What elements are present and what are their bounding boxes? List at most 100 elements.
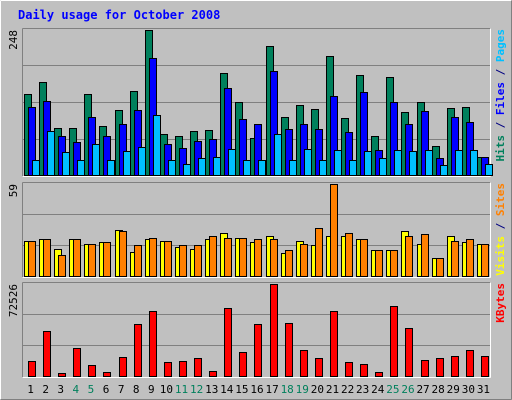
series-axis-label-part: Visits [494,236,507,276]
bar-pages [289,160,297,176]
x-tick-label: 18 [281,383,294,396]
bar-sites [300,244,308,277]
x-tick-label: 30 [462,383,475,396]
y-max-label: 248 [7,30,20,50]
bar-kbytes [375,372,383,377]
bar-sites [345,233,353,277]
bar-pages [394,150,402,176]
bar-kbytes [466,350,474,377]
x-tick-label: 14 [220,383,234,396]
x-tick-label: 12 [190,383,203,396]
bar-kbytes [164,362,172,377]
series-axis-label-part: KBytes [494,283,507,323]
bar-sites [194,245,202,277]
x-tick-label: 9 [148,383,155,396]
panel-kbytes: 72526 KBytes [7,282,507,378]
x-tick-label: 26 [401,383,414,396]
x-tick-label: 20 [311,383,324,396]
bar-kbytes [270,284,278,377]
bar-sites [88,244,96,277]
bar-sites [436,258,444,277]
bar-kbytes [285,323,293,377]
bar-sites [330,184,338,277]
y-max-label: 72526 [7,284,20,317]
bar-sites [466,239,474,277]
series-axis-label-part: / [494,62,507,82]
bar-kbytes [209,371,217,377]
bar-kbytes [43,331,51,377]
bar-kbytes [58,373,66,377]
series-axis-label-part: Hits [494,135,507,162]
bar-pages [32,160,40,176]
series-kbytes [28,284,489,377]
bar-pages [228,149,236,176]
bar-sites [103,242,111,277]
x-tick-label: 23 [356,383,369,396]
bar-pages [455,150,463,176]
bar-kbytes [239,352,247,377]
x-tick-label: 19 [296,383,309,396]
bar-kbytes [88,365,96,377]
panel-hits-files-pages: 248 Hits / Files / Pages [7,28,507,177]
x-tick-label: 16 [250,383,263,396]
bar-sites [390,250,398,277]
x-tick-label: 21 [326,383,339,396]
bar-pages [440,165,448,176]
bar-pages [319,160,327,176]
bar-sites [43,239,51,277]
series-axis-label: Visits / Sites [494,183,507,276]
bar-kbytes [345,362,353,377]
bar-kbytes [405,328,413,377]
series-axis-label-part: / [494,216,507,236]
panel-visits-sites: 59 Visits / Sites [7,182,507,278]
chart-title: Daily usage for October 2008 [18,8,220,22]
x-tick-label: 7 [118,383,125,396]
bar-sites [209,236,217,277]
x-tick-label: 28 [432,383,445,396]
series-axis-label: KBytes [494,283,507,323]
x-tick-label: 1 [27,383,34,396]
bar-kbytes [481,356,489,377]
x-tick-label: 5 [88,383,95,396]
bar-kbytes [300,350,308,377]
bar-pages [274,134,282,176]
bar-pages [62,152,70,176]
x-tick-label: 17 [265,383,278,396]
bar-sites [239,238,247,277]
x-tick-label: 11 [175,383,188,396]
bar-sites [119,231,127,277]
x-tick-label: 2 [42,383,49,396]
bar-sites [405,236,413,277]
bar-pages [47,131,55,176]
bar-sites [164,241,172,277]
bar-kbytes [315,358,323,377]
bar-pages [77,160,85,176]
bar-pages [425,150,433,176]
bar-pages [258,160,266,176]
series-axis-label-part: Pages [494,29,507,62]
bar-sites [360,239,368,277]
bar-pages [409,151,417,176]
x-tick-label: 27 [416,383,429,396]
bar-pages [349,160,357,176]
bar-pages [183,164,191,176]
bar-sites [254,239,262,277]
series-axis-label-part: / [494,115,507,135]
series-axis-label: Hits / Files / Pages [494,29,507,162]
bar-sites [149,238,157,277]
bar-sites [224,238,232,277]
bar-sites [481,244,489,277]
chart-panels: 248 Hits / Files / Pages 59 Visits / Sites 7… [7,28,507,378]
series-axis-label-part: Sites [494,183,507,216]
bar-kbytes [28,361,36,377]
y-max-label: 59 [7,184,20,197]
bar-sites [73,239,81,277]
x-tick-label: 8 [133,383,140,396]
bar-sites [451,241,459,277]
bar-sites [375,250,383,277]
bar-kbytes [119,357,127,377]
bar-pages [92,144,100,176]
series-pages [32,115,493,176]
x-tick-label: 31 [477,383,490,396]
x-tick-label: 4 [73,383,80,396]
